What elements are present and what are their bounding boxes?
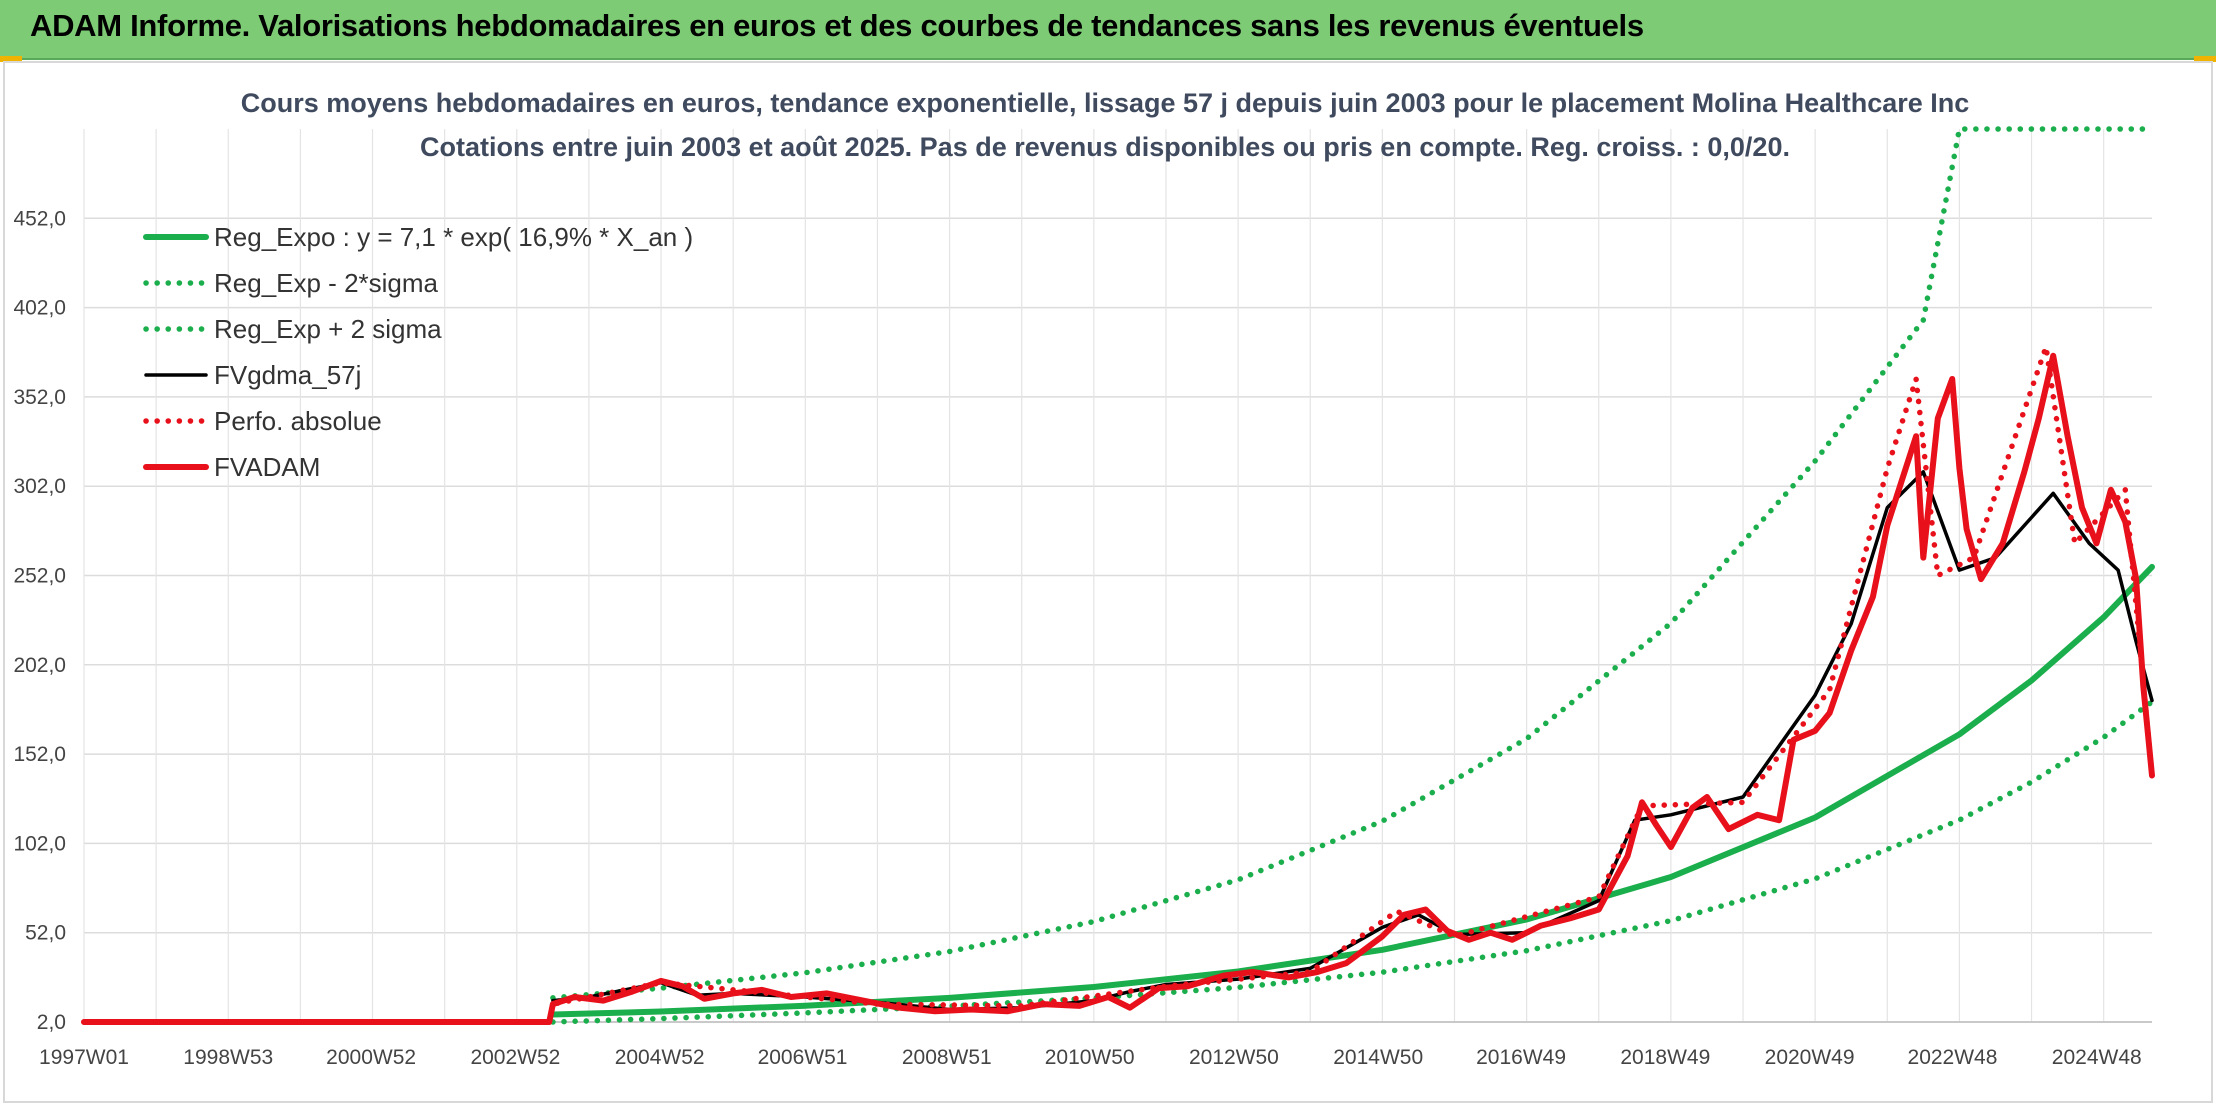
x-tick-label: 2002W52 [470,1046,560,1069]
series-line-1 [550,699,2155,1025]
y-tick-label: 252,0 [13,565,66,588]
x-tick-label: 2022W48 [1908,1046,1998,1069]
legend-label: Reg_Exp - 2*sigma [214,268,439,298]
corner-accent-right [2194,56,2216,62]
y-tick-label: 2,0 [37,1011,66,1034]
x-tick-label: 1998W53 [183,1046,273,1069]
x-tick-label: 2006W51 [758,1046,848,1069]
x-tick-label: 2018W49 [1620,1046,1710,1069]
series-line-2 [550,126,2155,1001]
y-tick-label: 152,0 [13,743,66,766]
header-banner: ADAM Informe. Valorisations hebdomadaire… [0,0,2216,60]
x-tick-label: 2004W52 [615,1046,705,1069]
y-tick-label: 452,0 [13,207,66,230]
corner-accent-left [0,56,22,62]
legend-label: Reg_Expo : y = 7,1 * exp( 16,9% * X_an ) [214,222,693,252]
y-tick-label: 102,0 [13,832,66,855]
x-tick-label: 2012W50 [1189,1046,1279,1069]
x-tick-label: 2008W51 [902,1046,992,1069]
x-tick-label: 2000W52 [326,1046,416,1069]
x-tick-label: 2016W49 [1476,1046,1566,1069]
chart-subtitle: Cotations entre juin 2003 et août 2025. … [420,132,1790,162]
y-tick-label: 52,0 [25,922,66,945]
legend-label: FVgdma_57j [214,360,361,390]
y-tick-label: 352,0 [13,386,66,409]
x-tick-label: 2024W48 [2052,1046,2142,1069]
chart-title: Cours moyens hebdomadaires en euros, ten… [241,88,1970,118]
x-tick-label: 2014W50 [1333,1046,1423,1069]
series-layer [81,126,2155,1025]
y-tick-label: 402,0 [13,297,66,320]
legend-label: FVADAM [214,452,320,482]
y-tick-label: 302,0 [13,475,66,498]
x-tick-label: 2010W50 [1045,1046,1135,1069]
x-tick-label: 1997W01 [39,1046,129,1069]
legend-label: Reg_Exp + 2 sigma [214,314,442,344]
series-line-5 [81,352,2155,1025]
y-tick-label: 202,0 [13,654,66,677]
report-title: ADAM Informe. Valorisations hebdomadaire… [30,8,1644,43]
x-tick-label: 2020W49 [1765,1046,1855,1069]
legend: Reg_Expo : y = 7,1 * exp( 16,9% * X_an )… [143,222,693,482]
chart: 2,0 52,0 102,0 152,0 202,0 252,0 302,0 352,0 402… [3,61,2213,1103]
legend-label: Perfo. absolue [214,406,382,436]
axis-ticks: 2,0 52,0 102,0 152,0 202,0 252,0 302,0 352,0 402… [13,207,2141,1069]
